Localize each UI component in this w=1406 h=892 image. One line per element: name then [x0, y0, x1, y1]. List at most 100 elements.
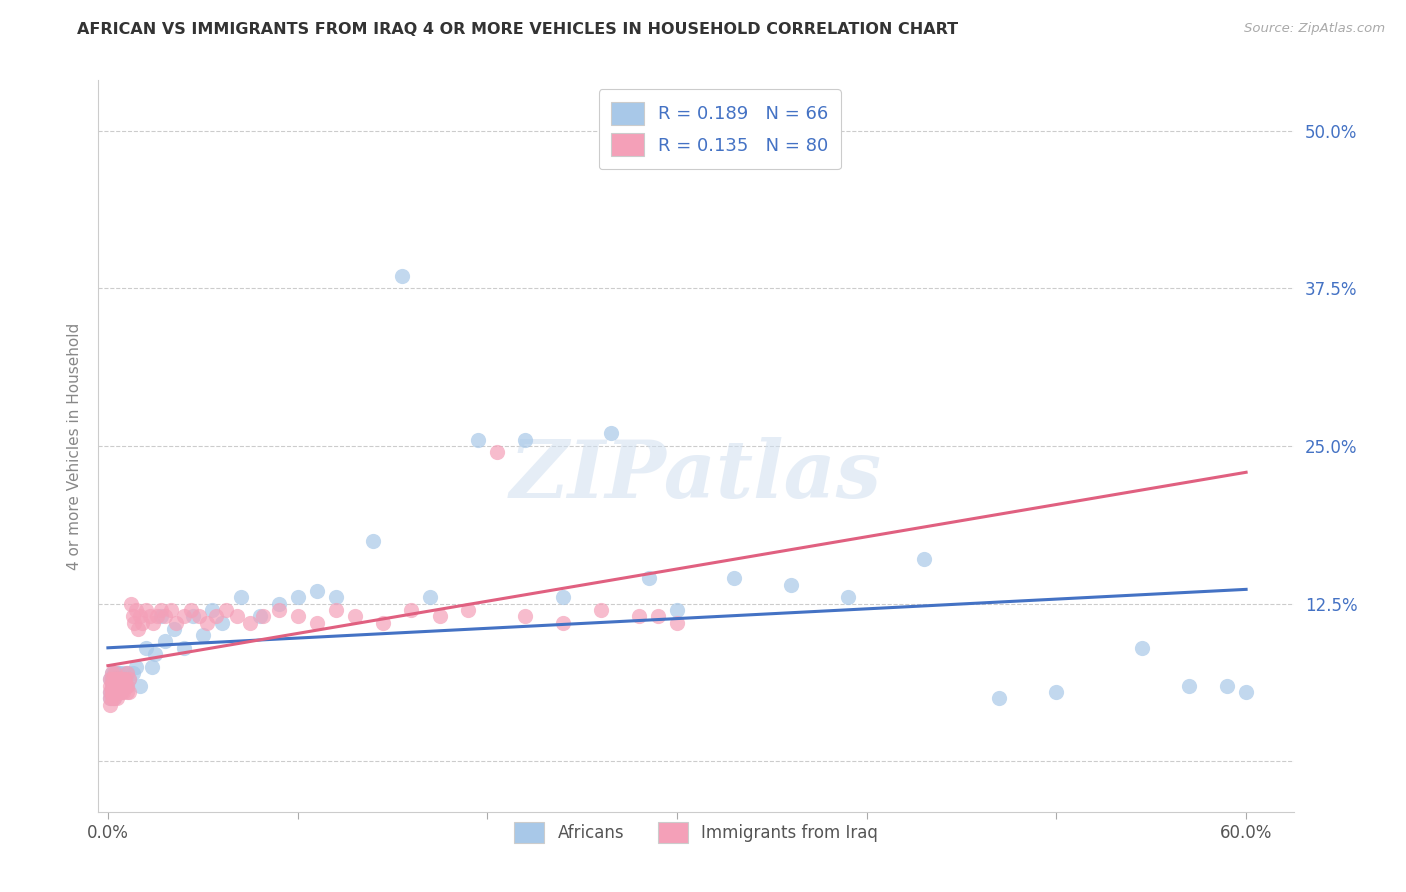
Point — [105, 665, 128, 680]
Point — [401, 603, 423, 617]
Point — [214, 603, 236, 617]
Point — [467, 433, 489, 447]
Point — [553, 591, 575, 605]
Point — [515, 609, 537, 624]
Point — [252, 609, 274, 624]
Point — [180, 603, 202, 617]
Point — [205, 609, 228, 624]
Point — [135, 640, 157, 655]
Point — [103, 665, 125, 680]
Point — [100, 691, 122, 706]
Point — [267, 603, 290, 617]
Legend: Africans, Immigrants from Iraq: Africans, Immigrants from Iraq — [502, 810, 890, 855]
Point — [114, 673, 136, 687]
Point — [391, 268, 413, 283]
Point — [100, 679, 122, 693]
Point — [105, 673, 128, 687]
Point — [115, 685, 138, 699]
Point — [191, 628, 214, 642]
Point — [98, 679, 121, 693]
Point — [115, 679, 138, 693]
Point — [1178, 679, 1201, 693]
Point — [115, 665, 138, 680]
Point — [647, 609, 669, 624]
Point — [201, 603, 224, 617]
Point — [110, 685, 132, 699]
Point — [112, 665, 135, 680]
Point — [195, 615, 218, 630]
Point — [124, 615, 146, 630]
Point — [173, 640, 195, 655]
Point — [837, 591, 859, 605]
Point — [104, 673, 127, 687]
Point — [114, 673, 136, 687]
Point — [100, 665, 122, 680]
Point — [105, 679, 128, 693]
Point — [98, 685, 121, 699]
Point — [591, 603, 613, 617]
Point — [127, 622, 149, 636]
Point — [239, 615, 262, 630]
Point — [105, 685, 128, 699]
Point — [98, 691, 121, 706]
Y-axis label: 4 or more Vehicles in Household: 4 or more Vehicles in Household — [67, 322, 83, 570]
Point — [104, 673, 127, 687]
Point — [103, 679, 125, 693]
Point — [98, 673, 121, 687]
Point — [173, 609, 195, 624]
Point — [135, 603, 157, 617]
Point — [103, 685, 125, 699]
Point — [225, 609, 247, 624]
Point — [165, 615, 187, 630]
Point — [150, 603, 173, 617]
Point — [104, 685, 127, 699]
Point — [100, 665, 122, 680]
Point — [108, 665, 131, 680]
Point — [112, 679, 135, 693]
Point — [108, 679, 131, 693]
Point — [100, 685, 122, 699]
Point — [100, 673, 122, 687]
Point — [104, 679, 127, 693]
Point — [110, 685, 132, 699]
Point — [108, 685, 131, 699]
Point — [146, 609, 169, 624]
Point — [553, 615, 575, 630]
Point — [105, 673, 128, 687]
Point — [108, 673, 131, 687]
Point — [666, 603, 689, 617]
Point — [118, 673, 141, 687]
Point — [103, 691, 125, 706]
Point — [118, 685, 141, 699]
Point — [110, 673, 132, 687]
Point — [1216, 679, 1239, 693]
Point — [181, 609, 204, 624]
Point — [163, 622, 186, 636]
Point — [419, 591, 441, 605]
Point — [100, 685, 122, 699]
Point — [363, 533, 385, 548]
Point — [103, 673, 125, 687]
Point — [129, 679, 152, 693]
Point — [114, 679, 136, 693]
Point — [100, 685, 122, 699]
Point — [98, 673, 121, 687]
Point — [287, 591, 309, 605]
Text: AFRICAN VS IMMIGRANTS FROM IRAQ 4 OR MORE VEHICLES IN HOUSEHOLD CORRELATION CHAR: AFRICAN VS IMMIGRANTS FROM IRAQ 4 OR MOR… — [77, 22, 959, 37]
Point — [325, 603, 347, 617]
Point — [129, 609, 152, 624]
Point — [118, 673, 141, 687]
Point — [100, 673, 122, 687]
Point — [112, 679, 135, 693]
Point — [1130, 640, 1153, 655]
Point — [371, 615, 394, 630]
Point — [142, 615, 165, 630]
Point — [98, 691, 121, 706]
Point — [103, 679, 125, 693]
Text: ZIPatlas: ZIPatlas — [510, 436, 882, 514]
Point — [115, 679, 138, 693]
Point — [112, 685, 135, 699]
Point — [104, 679, 127, 693]
Point — [110, 679, 132, 693]
Point — [98, 685, 121, 699]
